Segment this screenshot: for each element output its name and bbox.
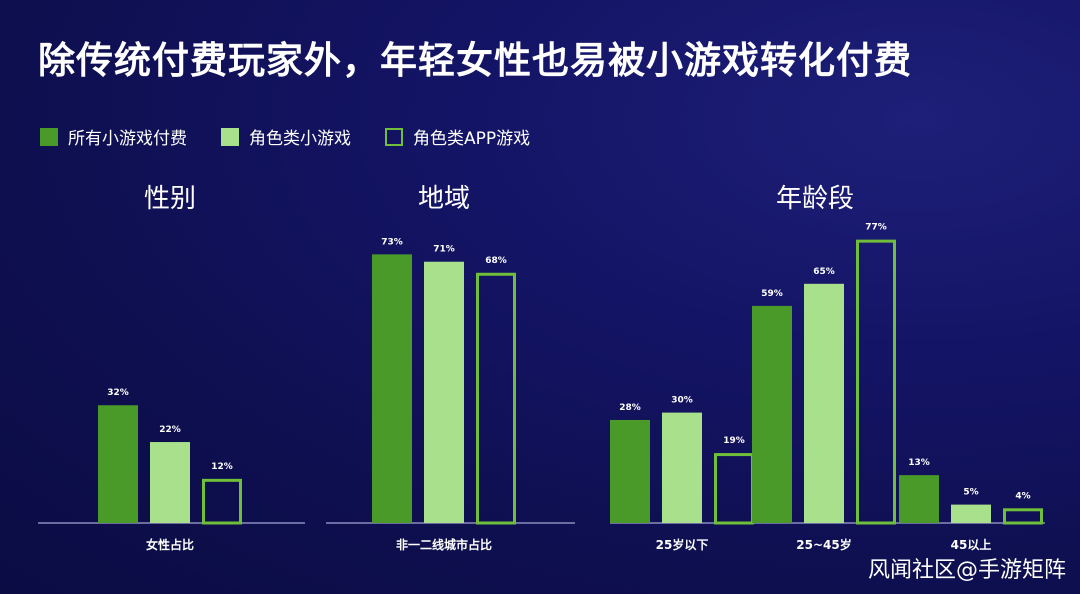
legend-item-all-minigames: 所有小游戏付费 xyxy=(40,124,187,149)
data-label: 13% xyxy=(908,458,930,468)
bar xyxy=(476,272,516,525)
category-label: 25岁以下 xyxy=(656,537,709,552)
category-label: 45以上 xyxy=(951,537,992,552)
bar xyxy=(899,475,939,523)
bar xyxy=(951,504,991,523)
chart-legend: 所有小游戏付费 角色类小游戏 角色类APP游戏 xyxy=(40,124,564,149)
data-label: 73% xyxy=(381,237,403,247)
bar xyxy=(1003,508,1043,525)
data-label: 30% xyxy=(671,396,693,406)
legend-item-role-app-games: 角色类APP游戏 xyxy=(385,124,530,149)
bar xyxy=(372,254,412,524)
bar xyxy=(610,419,650,523)
data-label: 12% xyxy=(211,462,233,472)
bar xyxy=(662,412,702,523)
data-label: 77% xyxy=(865,223,887,233)
watermark: 风闻社区@手游矩阵 xyxy=(867,558,1066,583)
legend-label: 角色类小游戏 xyxy=(249,129,351,149)
bar xyxy=(424,261,464,523)
legend-item-role-minigames: 角色类小游戏 xyxy=(221,124,351,149)
legend-swatch-filled-light xyxy=(221,127,239,146)
slide-title: 除传统付费玩家外，年轻女性也易被小游戏转化付费 xyxy=(38,39,912,82)
category-label: 25~45岁 xyxy=(796,537,851,552)
legend-swatch-outline xyxy=(385,127,403,146)
panel-title-age: 年龄段 xyxy=(775,184,855,214)
data-label: 59% xyxy=(761,289,783,299)
data-label: 32% xyxy=(107,388,129,398)
legend-label: 所有小游戏付费 xyxy=(68,129,187,149)
data-label: 68% xyxy=(485,256,507,266)
data-label: 19% xyxy=(723,436,745,446)
legend-swatch-filled-dark xyxy=(40,127,58,146)
data-label: 71% xyxy=(433,245,455,255)
data-label: 4% xyxy=(1015,491,1030,501)
panel-title-gender: 性别 xyxy=(143,184,197,214)
bar xyxy=(804,283,844,523)
legend-label: 角色类APP游戏 xyxy=(413,129,531,149)
bar xyxy=(752,305,792,523)
bar xyxy=(202,478,242,525)
bar xyxy=(98,405,138,523)
category-label: 非一二线城市占比 xyxy=(396,537,492,552)
data-label: 5% xyxy=(963,488,978,498)
data-label: 65% xyxy=(813,267,835,277)
bar xyxy=(714,453,754,525)
data-label: 28% xyxy=(619,403,641,413)
category-label: 女性占比 xyxy=(146,537,194,552)
bar xyxy=(856,239,896,525)
panel-title-region: 地域 xyxy=(417,184,471,214)
data-label: 22% xyxy=(159,425,181,435)
bar xyxy=(150,442,190,523)
